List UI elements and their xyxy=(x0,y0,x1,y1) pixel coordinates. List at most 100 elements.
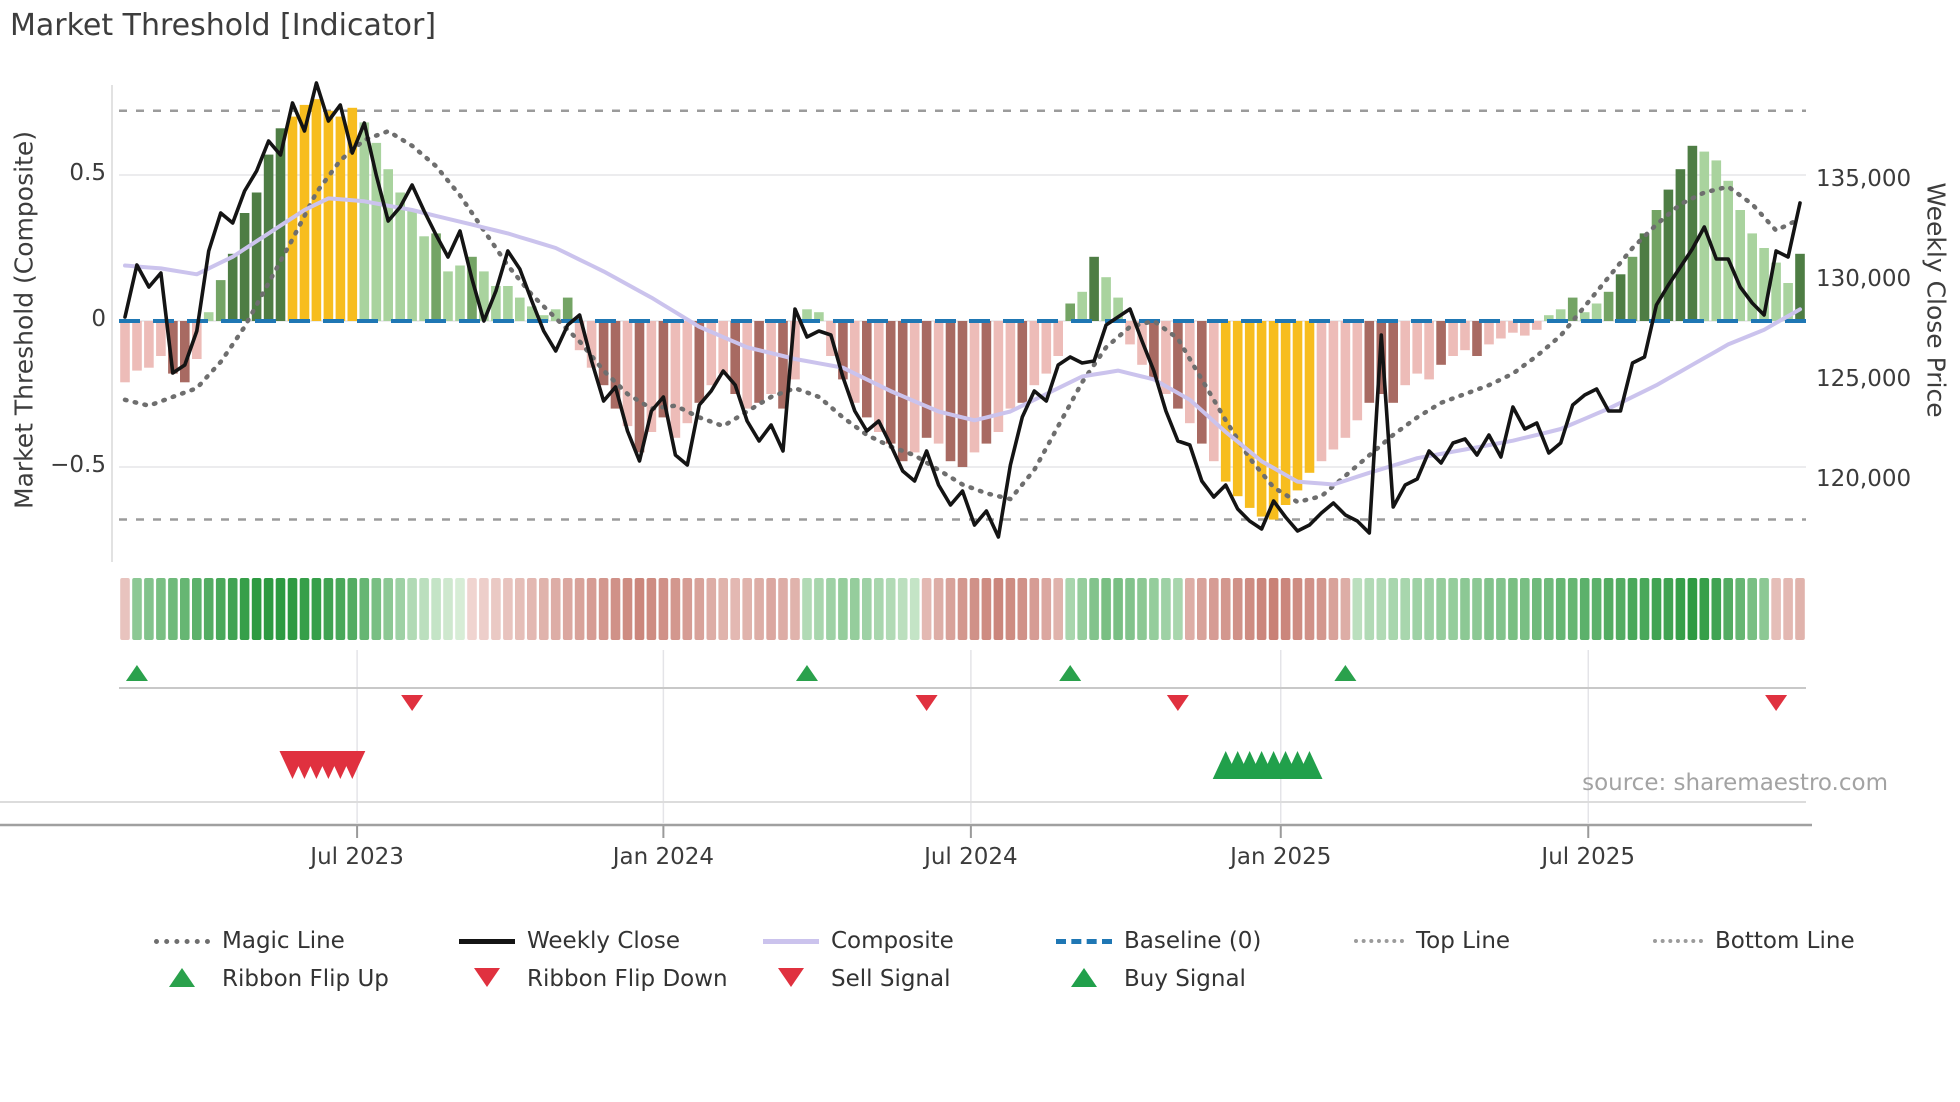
ribbon-cell xyxy=(156,578,166,640)
legend-item-weekly-close: Weekly Close xyxy=(459,926,680,956)
ribbon-cell xyxy=(1400,578,1410,640)
indicator-bar xyxy=(1723,180,1733,321)
indicator-bar xyxy=(802,309,812,321)
ribbon-cell xyxy=(1567,578,1578,640)
legend-label: Weekly Close xyxy=(527,928,680,954)
indicator-bar xyxy=(1017,321,1028,403)
legend-item-bottom-line: Bottom Line xyxy=(1653,926,1855,956)
ribbon-cell xyxy=(1639,578,1650,640)
indicator-bar xyxy=(383,169,393,321)
ribbon-cell xyxy=(574,578,585,640)
ribbon-cell xyxy=(1759,578,1769,640)
ribbon-cell xyxy=(383,578,393,640)
indicator-bar xyxy=(1209,321,1219,462)
ribbon-cell xyxy=(718,578,728,640)
ribbon-cell xyxy=(1532,578,1542,640)
indicator-bar xyxy=(1675,169,1686,321)
ribbon-cell xyxy=(120,578,130,640)
indicator-bar xyxy=(1484,321,1494,345)
ribbon-cell xyxy=(1065,578,1075,640)
indicator-bar xyxy=(1292,321,1303,491)
ribbon-cell xyxy=(1137,578,1147,640)
ribbon-cell xyxy=(323,578,334,640)
indicator-bar xyxy=(443,271,453,321)
legend-item-top-line: Top Line xyxy=(1354,926,1510,956)
indicator-bar xyxy=(1711,160,1722,321)
indicator-bar xyxy=(790,321,800,380)
ribbon-cell xyxy=(1041,578,1052,640)
date-tick-label: Jan 2024 xyxy=(612,844,715,870)
sell-signal-icon xyxy=(763,967,819,991)
legend-item-sell-signal: Sell Signal xyxy=(763,964,951,994)
indicator-bar xyxy=(742,321,752,409)
ribbon-cell xyxy=(1376,578,1387,640)
legend-label: Buy Signal xyxy=(1124,966,1246,992)
legend-label: Ribbon Flip Up xyxy=(222,966,389,992)
top-line-swatch-icon xyxy=(1354,939,1404,943)
indicator-bar xyxy=(1627,256,1638,321)
indicator-bar xyxy=(1256,321,1267,517)
ribbon-cell xyxy=(263,578,274,640)
indicator-bar xyxy=(874,321,884,432)
bottom-line-swatch-icon xyxy=(1653,939,1703,943)
composite-line xyxy=(123,196,1802,487)
indicator-bar xyxy=(1149,321,1159,380)
ribbon-cell xyxy=(1735,578,1745,640)
ribbon-cell xyxy=(1747,578,1757,640)
indicator-bar xyxy=(467,256,477,321)
indicator-bar xyxy=(132,321,142,371)
ribbon-cell xyxy=(455,578,465,640)
indicator-bar xyxy=(1113,297,1123,321)
indicator-bar xyxy=(251,192,262,321)
legend-item-ribbon-flip-up: Ribbon Flip Up xyxy=(154,964,389,994)
ribbon-cell xyxy=(395,578,405,640)
ribbon-cell xyxy=(407,578,417,640)
ribbon-cell xyxy=(778,578,788,640)
indicator-bar xyxy=(1029,321,1040,386)
indicator-bar xyxy=(1496,321,1506,339)
indicator-bar xyxy=(1603,291,1614,321)
indicator-bar xyxy=(993,321,1004,432)
composite-tick-label: 0 xyxy=(91,306,106,332)
ribbon-cell xyxy=(347,578,358,640)
indicator-bar xyxy=(1400,321,1410,386)
indicator-bar xyxy=(1005,321,1016,409)
indicator-bar xyxy=(766,321,776,394)
indicator-bar xyxy=(778,321,788,409)
legend-label: Baseline (0) xyxy=(1124,928,1262,954)
ribbon-cell xyxy=(299,578,310,640)
ribbon-cell xyxy=(1232,578,1243,640)
ribbon-cell xyxy=(945,578,956,640)
price-tick-label: 135,000 xyxy=(1816,166,1912,192)
ribbon-cell xyxy=(1508,578,1518,640)
ribbon-cell xyxy=(479,578,489,640)
ribbon-cell xyxy=(730,578,740,640)
indicator-bar xyxy=(168,321,178,374)
ribbon-cell xyxy=(1244,578,1255,640)
source-attribution: source: sharemaestro.com xyxy=(1582,770,1888,796)
legend-item-buy-signal: Buy Signal xyxy=(1056,964,1246,994)
indicator-bar xyxy=(1532,321,1542,330)
indicator-bar xyxy=(1220,321,1231,482)
ribbon-cell xyxy=(1579,578,1590,640)
ribbon-cell xyxy=(1316,578,1327,640)
ribbon-cell xyxy=(1101,578,1111,640)
indicator-bar xyxy=(1185,321,1195,424)
indicator-bar xyxy=(539,315,549,321)
weekly-close-line xyxy=(123,81,1802,539)
ribbon-cell xyxy=(897,578,908,640)
ribbon-flip-up-icon xyxy=(154,967,210,991)
ribbon-cell xyxy=(467,578,477,640)
sell-signal-marker xyxy=(339,751,366,779)
ribbon-cell xyxy=(874,578,884,640)
ribbon-flip-up-marker xyxy=(1059,665,1082,681)
indicator-bar xyxy=(1316,321,1327,462)
indicator-bar xyxy=(192,321,202,359)
ribbon-cell xyxy=(1364,578,1375,640)
indicator-bar xyxy=(359,122,370,322)
indicator-bar xyxy=(1448,321,1458,356)
indicator-bar xyxy=(945,321,956,462)
ribbon-cell xyxy=(969,578,980,640)
legend-item-magic-line: Magic Line xyxy=(154,926,345,956)
ribbon-cell xyxy=(1675,578,1686,640)
